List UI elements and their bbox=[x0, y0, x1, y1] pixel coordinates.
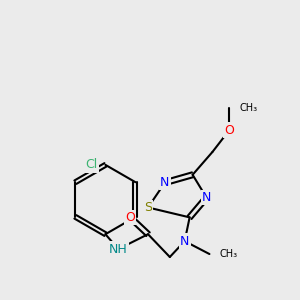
Text: S: S bbox=[144, 201, 152, 214]
Text: NH: NH bbox=[109, 243, 128, 256]
Text: CH₃: CH₃ bbox=[239, 103, 257, 113]
Text: CH₃: CH₃ bbox=[219, 249, 238, 259]
Text: N: N bbox=[160, 176, 170, 189]
Text: Cl: Cl bbox=[85, 158, 98, 171]
Text: O: O bbox=[224, 124, 234, 137]
Text: N: N bbox=[202, 191, 211, 204]
Text: N: N bbox=[180, 235, 189, 248]
Text: O: O bbox=[125, 211, 135, 224]
